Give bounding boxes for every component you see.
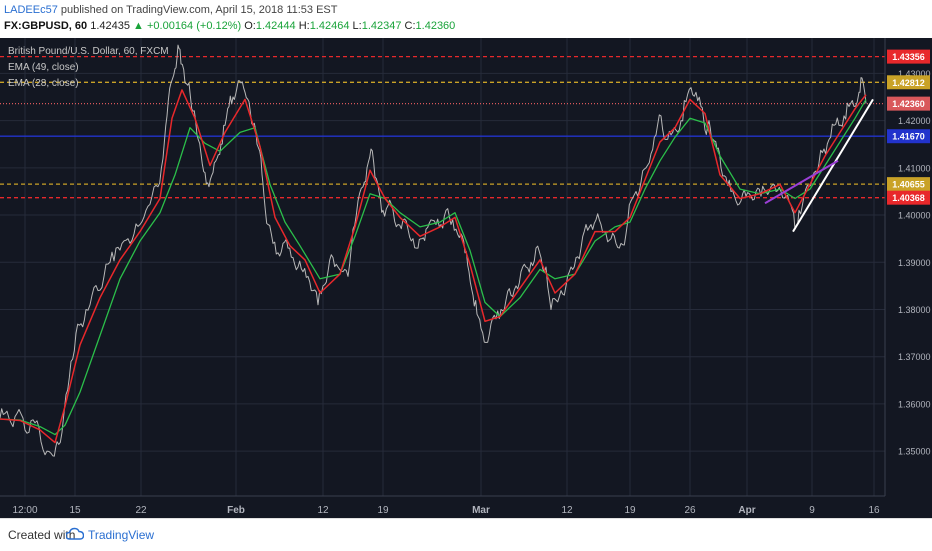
level-badge bbox=[887, 96, 930, 111]
ema-28-line bbox=[0, 89, 867, 444]
close-value: 1.42360 bbox=[415, 20, 456, 32]
y-tick-label: 1.43000 bbox=[898, 69, 931, 79]
open-label: O: bbox=[244, 20, 256, 32]
low-value: 1.42347 bbox=[361, 20, 402, 32]
y-tick-label: 1.37000 bbox=[898, 352, 931, 362]
y-tick-label: 1.39000 bbox=[898, 258, 931, 268]
x-tick-label: 12:00 bbox=[12, 505, 37, 516]
high-value: 1.42464 bbox=[309, 20, 350, 32]
chart-panel[interactable]: 1.43000 1.42000 1.41000 1.40000 1.39000 1.380… bbox=[0, 38, 932, 518]
x-tick-label: Apr bbox=[738, 505, 755, 516]
level-badge bbox=[887, 75, 930, 90]
x-tick-label: 16 bbox=[868, 505, 880, 516]
level-badge bbox=[887, 177, 930, 192]
level-badge bbox=[887, 129, 930, 144]
published-text: published on TradingView.com, April 15, … bbox=[60, 4, 338, 16]
y-tick-label: 1.42000 bbox=[898, 116, 931, 126]
legend-ema-28[interactable]: EMA (28, close) bbox=[8, 78, 79, 89]
quote-line: FX:GBPUSD, 60 1.42435 ▲ +0.00164 (+0.12%… bbox=[4, 20, 455, 32]
high-label: H: bbox=[298, 20, 310, 32]
price-change: +0.00164 (+0.12%) bbox=[146, 20, 242, 32]
level-badge-label: 1.42360 bbox=[892, 99, 925, 109]
level-badge bbox=[887, 190, 930, 205]
level-badge-label: 1.43356 bbox=[892, 52, 925, 62]
trend-line-purple bbox=[764, 159, 839, 205]
low-label: L: bbox=[352, 20, 362, 32]
price-chart[interactable]: 1.43000 1.42000 1.41000 1.40000 1.39000 1.380… bbox=[0, 38, 932, 518]
footer: Created with TradingView bbox=[0, 518, 932, 551]
chart-title: British Pound/U.S. Dollar, 60, FXCM bbox=[8, 46, 169, 57]
publish-line: LADEEc57 published on TradingView.com, A… bbox=[4, 4, 337, 16]
y-tick-label: 1.36000 bbox=[898, 399, 931, 409]
x-tick-label: Feb bbox=[227, 505, 245, 516]
tradingview-brand[interactable]: TradingView bbox=[88, 528, 155, 542]
x-tick-label: 19 bbox=[624, 505, 636, 516]
x-tick-label: 12 bbox=[317, 505, 329, 516]
last-price: 1.42435 bbox=[90, 20, 130, 32]
x-tick-label: Mar bbox=[472, 505, 490, 516]
close-label: C: bbox=[404, 20, 416, 32]
x-tick-label: 19 bbox=[377, 505, 389, 516]
tradingview-cloud-icon bbox=[66, 527, 84, 540]
x-tick-label: 12 bbox=[561, 505, 573, 516]
y-tick-label: 1.40000 bbox=[898, 211, 931, 221]
x-tick-label: 22 bbox=[135, 505, 147, 516]
y-tick-label: 1.41000 bbox=[898, 163, 931, 173]
open-value: 1.42444 bbox=[255, 20, 296, 32]
level-badge-label: 1.42812 bbox=[892, 78, 925, 88]
trend-line-white bbox=[792, 98, 874, 233]
y-tick-label: 1.38000 bbox=[898, 305, 931, 315]
legend-ema-49[interactable]: EMA (49, close) bbox=[8, 62, 79, 73]
ema-49-line bbox=[0, 99, 867, 436]
symbol-label[interactable]: FX:GBPUSD, 60 bbox=[4, 20, 88, 32]
level-badge-label: 1.41670 bbox=[892, 132, 925, 142]
level-badge bbox=[887, 49, 930, 64]
chart-header: LADEEc57 published on TradingView.com, A… bbox=[0, 0, 932, 38]
author-link[interactable]: LADEEc57 bbox=[4, 4, 58, 16]
level-badge-label: 1.40655 bbox=[892, 180, 925, 190]
level-badge-label: 1.40368 bbox=[892, 193, 925, 203]
x-tick-label: 15 bbox=[69, 505, 81, 516]
y-tick-label: 1.35000 bbox=[898, 447, 931, 457]
price-series-line bbox=[0, 44, 867, 457]
x-tick-label: 9 bbox=[809, 505, 815, 516]
created-with-text: Created with bbox=[8, 528, 76, 542]
change-arrow-icon: ▲ bbox=[133, 20, 144, 32]
x-tick-label: 26 bbox=[684, 505, 696, 516]
